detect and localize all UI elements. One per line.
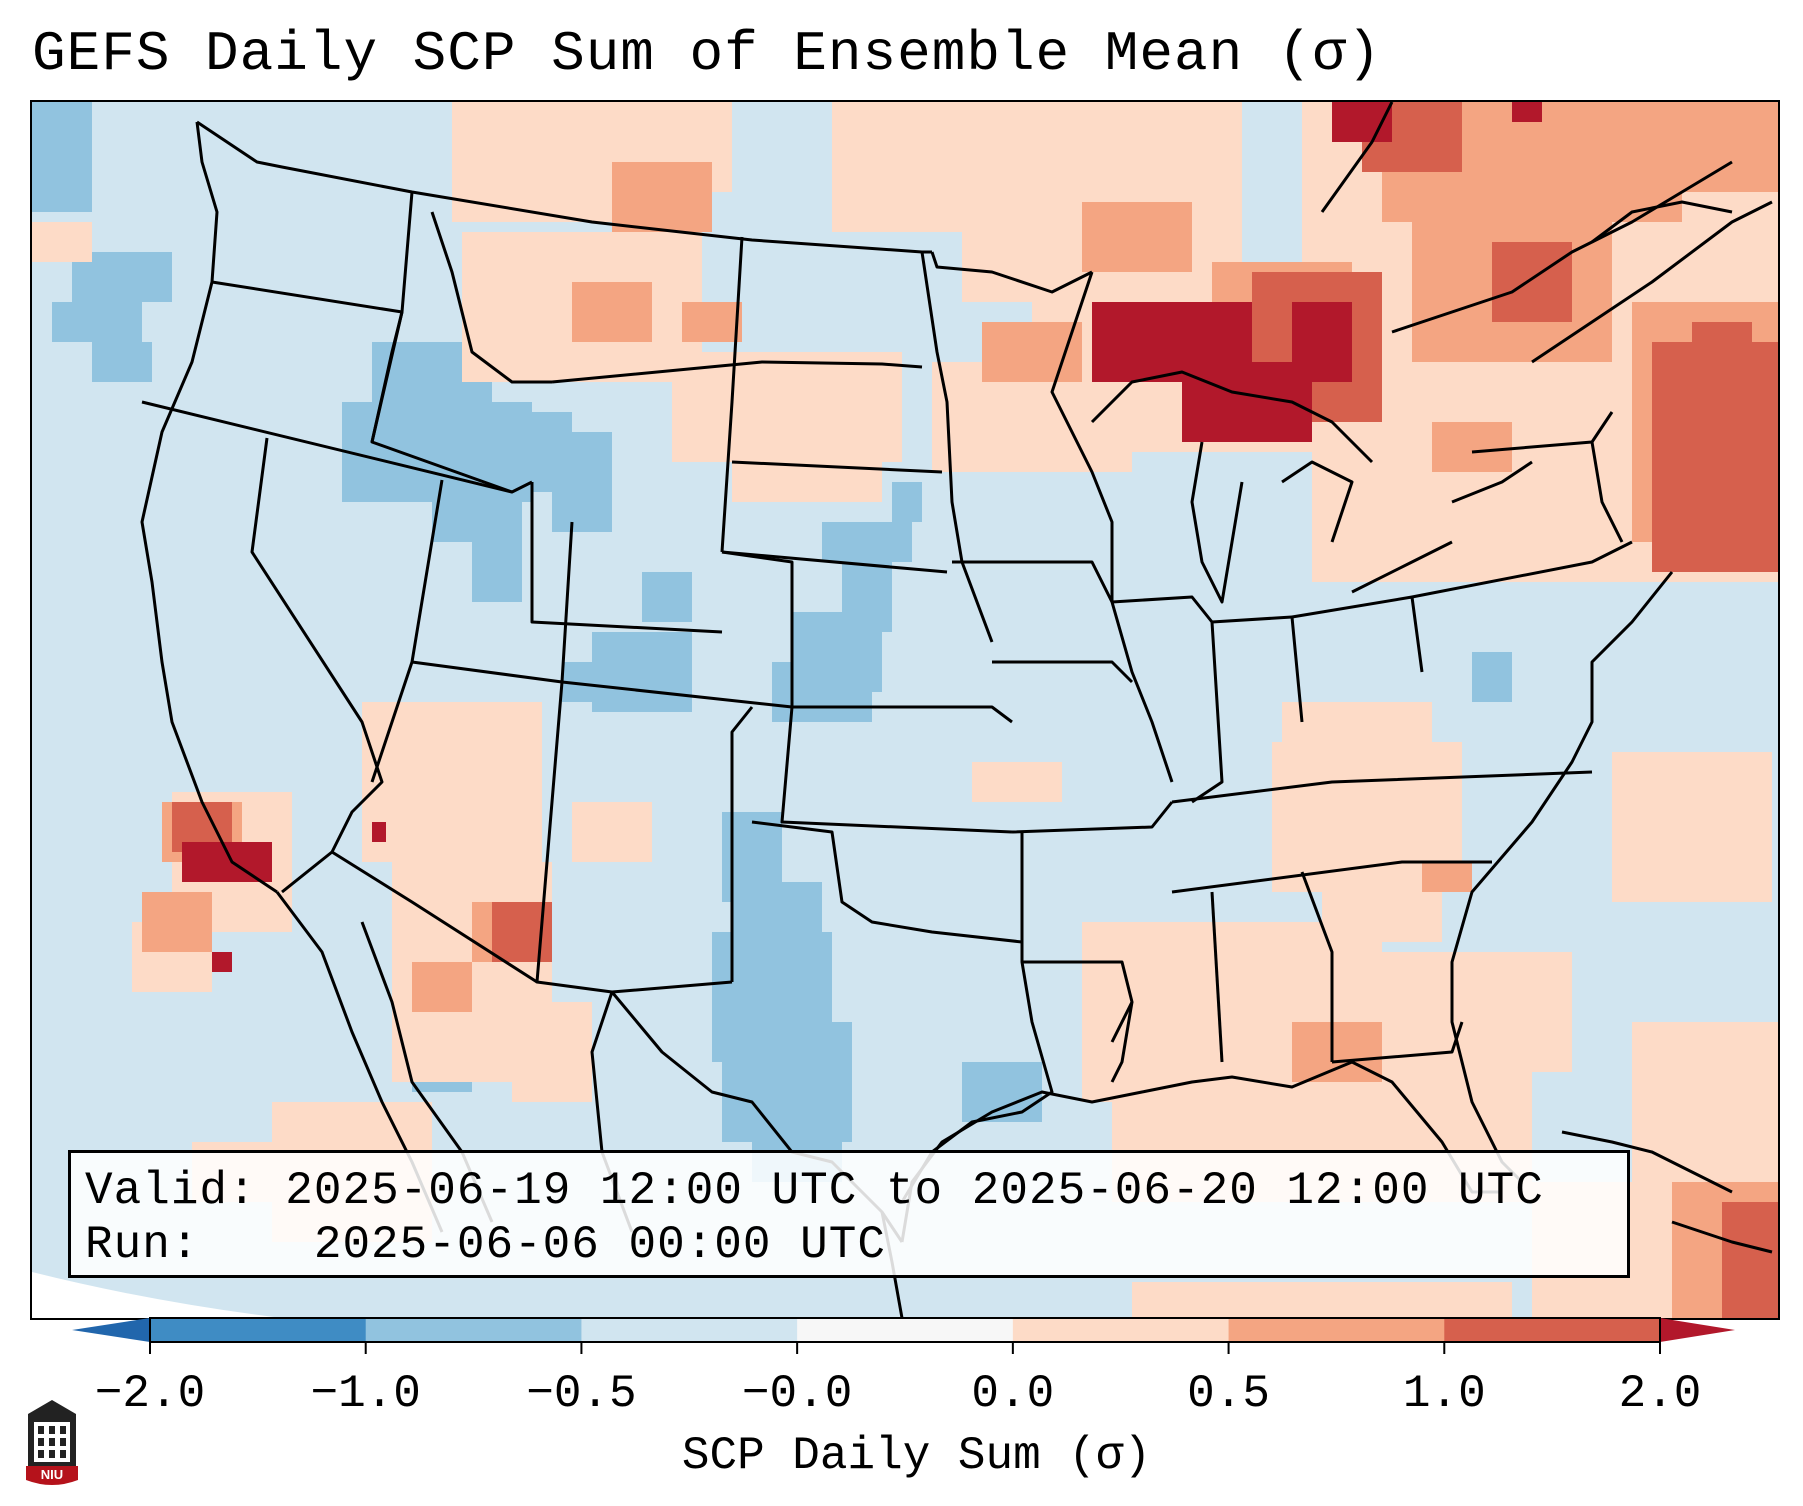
state-boundaries: [140, 102, 1773, 1318]
valid-time-range: 2025-06-19 12:00 UTC to 2025-06-20 12:00…: [285, 1165, 1544, 1217]
colorbar-bin: [581, 1318, 798, 1342]
run-line: Run: 2025-06-06 00:00 UTC: [85, 1219, 886, 1271]
colorbar-tick-label: −1.0: [310, 1368, 421, 1420]
valid-run-info-box: Valid: 2025-06-19 12:00 UTC to 2025-06-2…: [68, 1150, 1630, 1278]
run-label: Run:: [85, 1219, 200, 1271]
map-frame: [30, 100, 1780, 1320]
colorbar-tick-label: −0.0: [741, 1368, 853, 1420]
colorbar: [72, 1317, 1735, 1354]
colorbar-under-arrow: [72, 1318, 150, 1342]
scp-map: [32, 102, 1778, 1318]
valid-label: Valid:: [85, 1165, 257, 1217]
colorbar-label: SCP Daily Sum (σ): [681, 1430, 1152, 1482]
colorbar-tick-label: 2.0: [1618, 1368, 1702, 1420]
colorbar-bin: [1444, 1318, 1661, 1342]
colorbar-tick-label: 0.5: [1187, 1368, 1270, 1420]
colorbar-tick-label: −0.5: [526, 1368, 637, 1420]
colorbar-bin: [365, 1318, 582, 1342]
colorbar-tick-label: 0.0: [971, 1368, 1055, 1420]
logo-text: NIU: [41, 1467, 63, 1482]
colorbar-tick-label: 1.0: [1402, 1368, 1486, 1420]
valid-line: Valid: 2025-06-19 12:00 UTC to 2025-06-2…: [85, 1165, 1544, 1217]
off-domain-corner: [32, 1272, 282, 1318]
colorbar-bin: [1228, 1318, 1445, 1342]
colorbar-bin: [797, 1318, 1014, 1342]
colorbar-tick-label: −2.0: [94, 1368, 206, 1420]
colorbar-outline: [149, 1317, 1661, 1343]
niu-logo: NIU: [26, 1400, 78, 1485]
colorbar-over-arrow: [1660, 1318, 1735, 1342]
run-time: 2025-06-06 00:00 UTC: [313, 1219, 886, 1271]
colorbar-bin: [150, 1318, 367, 1342]
map-title: GEFS Daily SCP Sum of Ensemble Mean (σ): [32, 22, 1382, 86]
colorbar-bin: [1012, 1318, 1230, 1342]
